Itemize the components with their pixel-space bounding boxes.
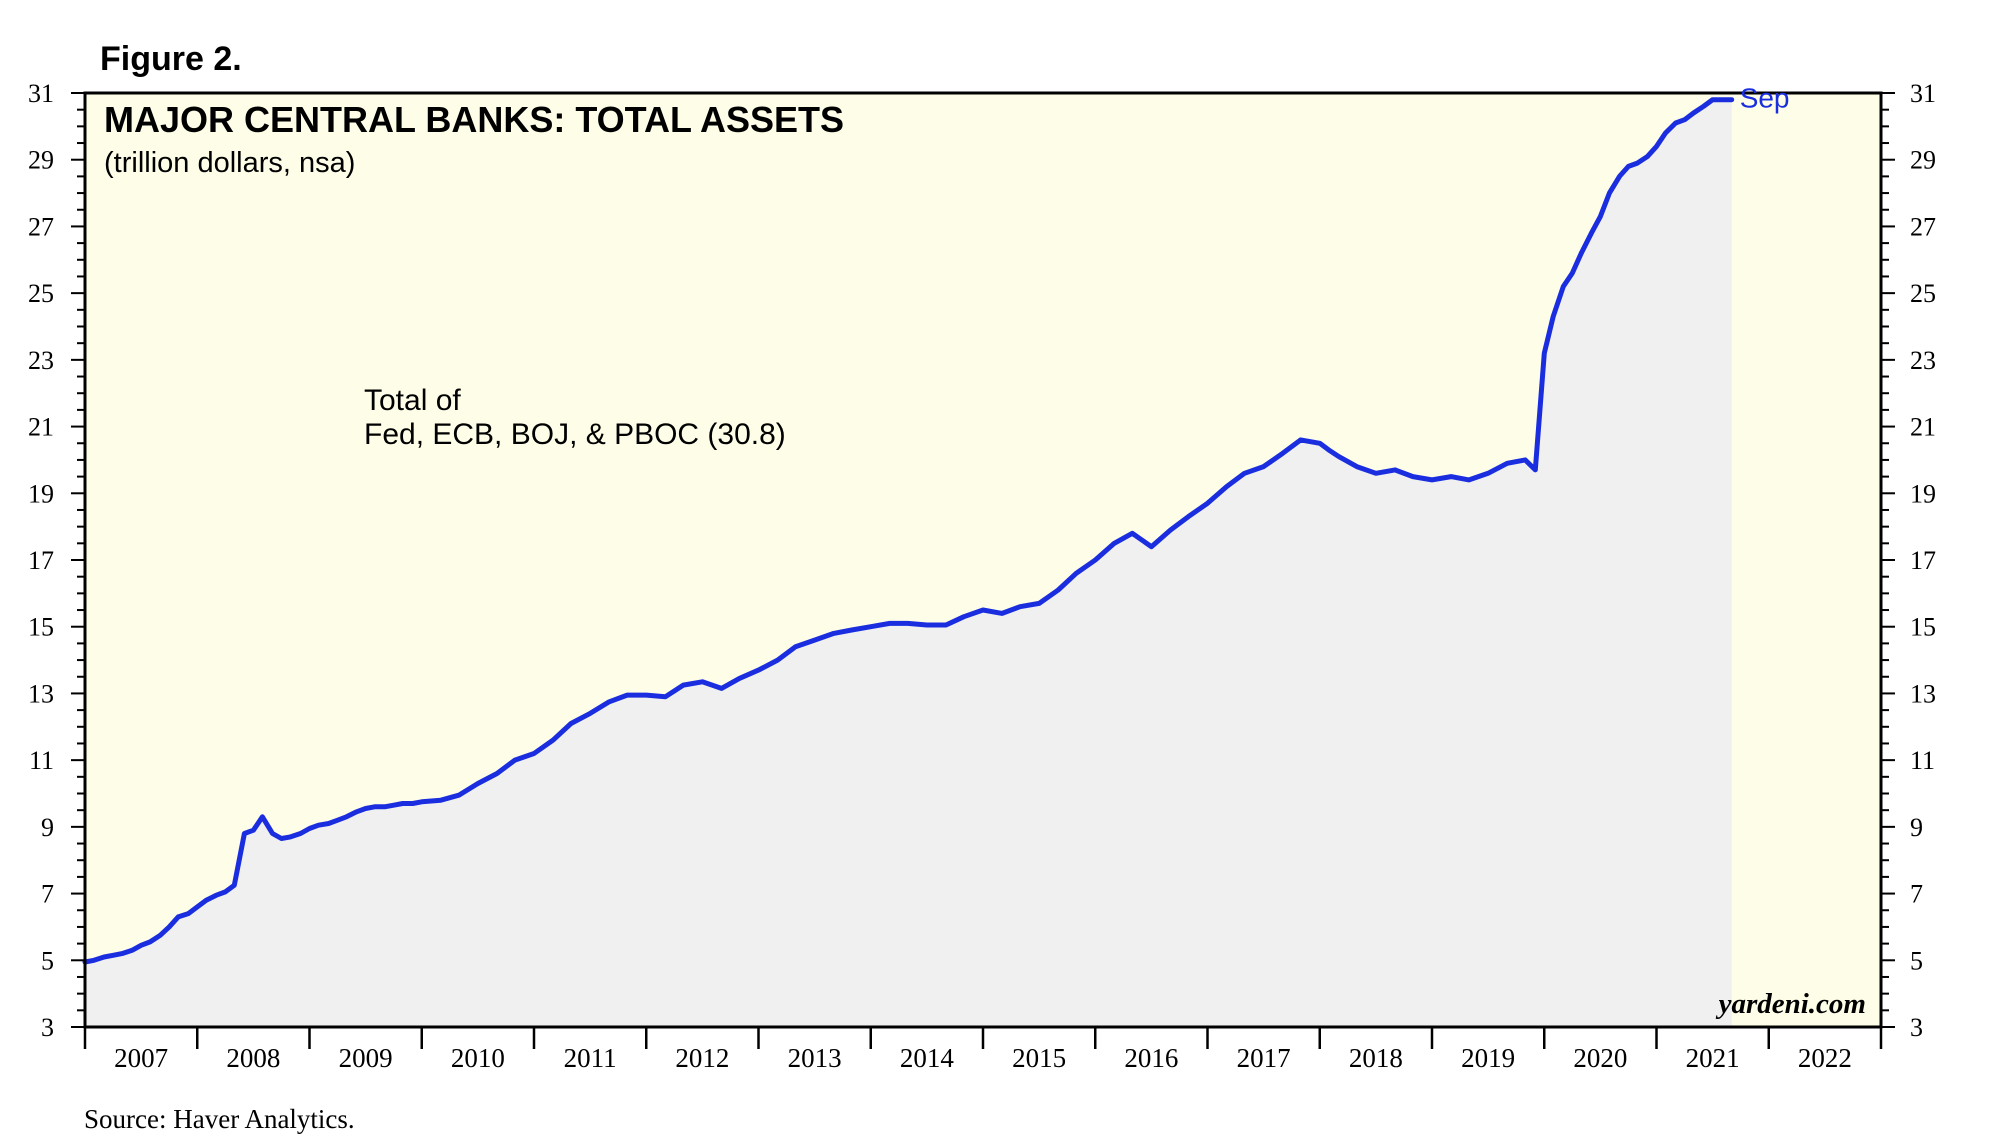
- y-tick-label-left: 17: [28, 546, 54, 575]
- x-tick-label: 2018: [1349, 1043, 1403, 1073]
- y-tick-label-right: 9: [1910, 813, 1923, 842]
- x-tick-label: 2022: [1798, 1043, 1852, 1073]
- area-fill: [85, 99, 1732, 1027]
- y-tick-label-left: 23: [28, 346, 54, 375]
- x-tick-label: 2019: [1461, 1043, 1515, 1073]
- watermark: yardeni.com: [1716, 988, 1866, 1020]
- y-tick-label-right: 3: [1910, 1013, 1923, 1042]
- x-tick-label: 2021: [1686, 1043, 1740, 1073]
- chart-subtitle: (trillion dollars, nsa): [104, 147, 355, 179]
- x-tick-label: 2007: [114, 1043, 168, 1073]
- x-tick-label: 2009: [339, 1043, 393, 1073]
- y-tick-label-right: 29: [1910, 146, 1936, 175]
- y-tick-label-left: 29: [28, 146, 54, 175]
- y-tick-label-left: 19: [28, 479, 54, 508]
- x-tick-label: 2016: [1124, 1043, 1178, 1073]
- y-tick-label-left: 13: [28, 679, 54, 708]
- y-tick-label-right: 21: [1910, 413, 1936, 442]
- y-tick-label-right: 31: [1910, 79, 1936, 108]
- x-tick-label: 2013: [788, 1043, 842, 1073]
- y-tick-label-right: 13: [1910, 679, 1936, 708]
- y-tick-label-right: 17: [1910, 546, 1936, 575]
- y-tick-label-left: 15: [28, 613, 54, 642]
- y-axis-left: 3 5 7 9 11 13 15 17 19 21 23 25 27 29 31: [28, 79, 85, 1042]
- y-tick-label-left: 25: [28, 279, 54, 308]
- y-tick-label-right: 25: [1910, 279, 1936, 308]
- annotation-line-1: Total of: [364, 384, 461, 417]
- x-axis: 2007 2008 2009 2010 2011 2012 2013 2014 2015 2016…: [83, 1027, 1883, 1073]
- source-note: Source: Haver Analytics.: [84, 1104, 355, 1134]
- y-tick-label-left: 21: [28, 413, 54, 442]
- y-tick-label-left: 3: [41, 1013, 54, 1042]
- y-tick-label-right: 15: [1910, 613, 1936, 642]
- y-tick-label-left: 11: [29, 746, 54, 775]
- x-tick-label: 2015: [1012, 1043, 1066, 1073]
- y-tick-label-right: 27: [1910, 212, 1936, 241]
- y-tick-label-left: 27: [28, 212, 54, 241]
- x-tick-label: 2008: [226, 1043, 280, 1073]
- y-axis-right: 3 5 7 9 11 13 15 17 19 21 23 25 27 29 31: [1881, 79, 1936, 1042]
- y-tick-label-left: 7: [41, 880, 54, 909]
- y-tick-label-left: 5: [41, 946, 54, 975]
- x-tick-label: 2017: [1237, 1043, 1291, 1073]
- x-tick-label: 2011: [564, 1043, 617, 1073]
- y-tick-label-left: 31: [28, 79, 54, 108]
- y-tick-label-right: 7: [1910, 880, 1923, 909]
- x-tick-label: 2014: [900, 1043, 955, 1073]
- x-tick-label: 2010: [451, 1043, 505, 1073]
- x-tick-label: 2020: [1573, 1043, 1627, 1073]
- annotation-line-2: Fed, ECB, BOJ, & PBOC (30.8): [364, 418, 786, 451]
- y-tick-label-right: 5: [1910, 946, 1923, 975]
- y-tick-label-right: 19: [1910, 479, 1936, 508]
- y-tick-label-left: 9: [41, 813, 54, 842]
- x-tick-label: 2012: [675, 1043, 729, 1073]
- y-tick-label-right: 11: [1910, 746, 1935, 775]
- chart-title: MAJOR CENTRAL BANKS: TOTAL ASSETS: [104, 99, 844, 140]
- end-label: Sep: [1740, 83, 1790, 114]
- figure-label: Figure 2.: [100, 40, 242, 78]
- y-tick-label-right: 23: [1910, 346, 1936, 375]
- series-line: [82, 97, 1735, 965]
